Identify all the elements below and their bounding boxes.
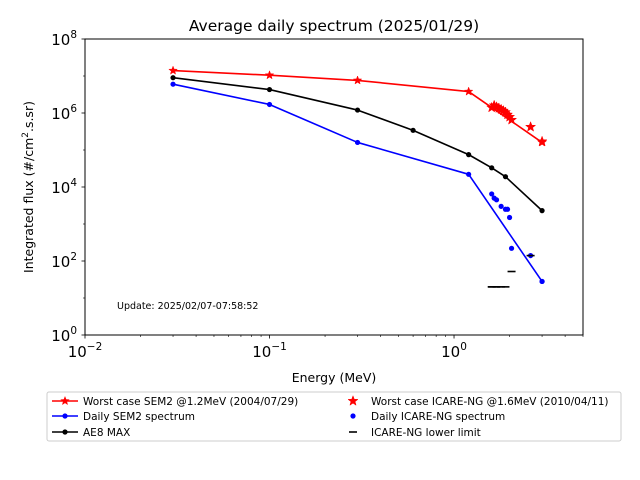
series-line-2 [172,83,543,282]
plot-frame [84,38,584,336]
series-5-point [498,203,504,209]
legend-label-1: Worst case SEM2 @1.2MeV (2004/07/29) [83,396,298,408]
legend-marker-4 [347,395,359,406]
legend-label-6: ICARE-NG lower limit [371,427,481,439]
y-tick-label: 108 [51,29,77,49]
legend-marker-3 [62,429,68,435]
legend-marker-2 [62,413,68,419]
series-2-point [466,171,472,177]
series-5-point [504,206,511,212]
series-2-point [354,139,361,146]
series-1-point [463,86,474,96]
series-3-point [489,165,495,171]
series-5-point [493,197,500,203]
series-3-point [466,152,472,158]
series-5-point [539,278,545,285]
series-2-point [170,81,176,87]
series-3-point [170,75,176,81]
legend-label-3: AE8 MAX [83,427,130,439]
series-line-3 [172,76,543,212]
y-tick-label: 104 [51,177,77,197]
series-3-point [354,107,361,113]
legend: Worst case SEM2 @1.2MeV (2004/07/29) Dail… [46,391,622,442]
x-tick-label: 100 [441,341,467,361]
series-1-point [168,65,178,75]
series-5-point [489,191,495,197]
series-4-point [536,135,548,147]
series-4-point [505,114,518,125]
series-3-point [266,86,273,93]
series-3-point [539,208,545,214]
series-5-point [506,214,513,221]
legend-label-4: Worst case ICARE-NG @1.6MeV (2010/04/11) [371,396,609,408]
y-tick-label: 106 [51,103,77,123]
x-tick-label: 10−1 [252,341,287,361]
x-tick-label: 10−2 [68,341,103,361]
update-annotation: Update: 2025/02/07-07:58:52 [117,301,258,312]
y-tick-label: 100 [51,325,77,345]
chart-title: Average daily spectrum (2025/01/29) [189,17,479,35]
series-2-point [266,101,273,108]
y-tick-label: 102 [51,251,77,271]
legend-marker-1 [60,395,70,406]
legend-marker-5 [350,413,356,419]
series-5-point [508,245,515,251]
plot-area: 10−2 10−1 100 100 102 104 106 108 [51,29,584,361]
legend-frame [46,391,622,442]
legend-label-5: Daily ICARE-NG spectrum [371,411,505,423]
series-1-point [264,70,275,80]
x-axis-label: Energy (MeV) [292,370,377,385]
series-3-point [410,127,416,133]
y-axis-label: Integrated flux (#/cm2.s.sr) [21,101,36,273]
series-4-point [524,121,537,132]
series-1-point [352,75,363,85]
legend-label-2: Daily SEM2 spectrum [83,411,195,423]
series-3-point [502,174,509,180]
